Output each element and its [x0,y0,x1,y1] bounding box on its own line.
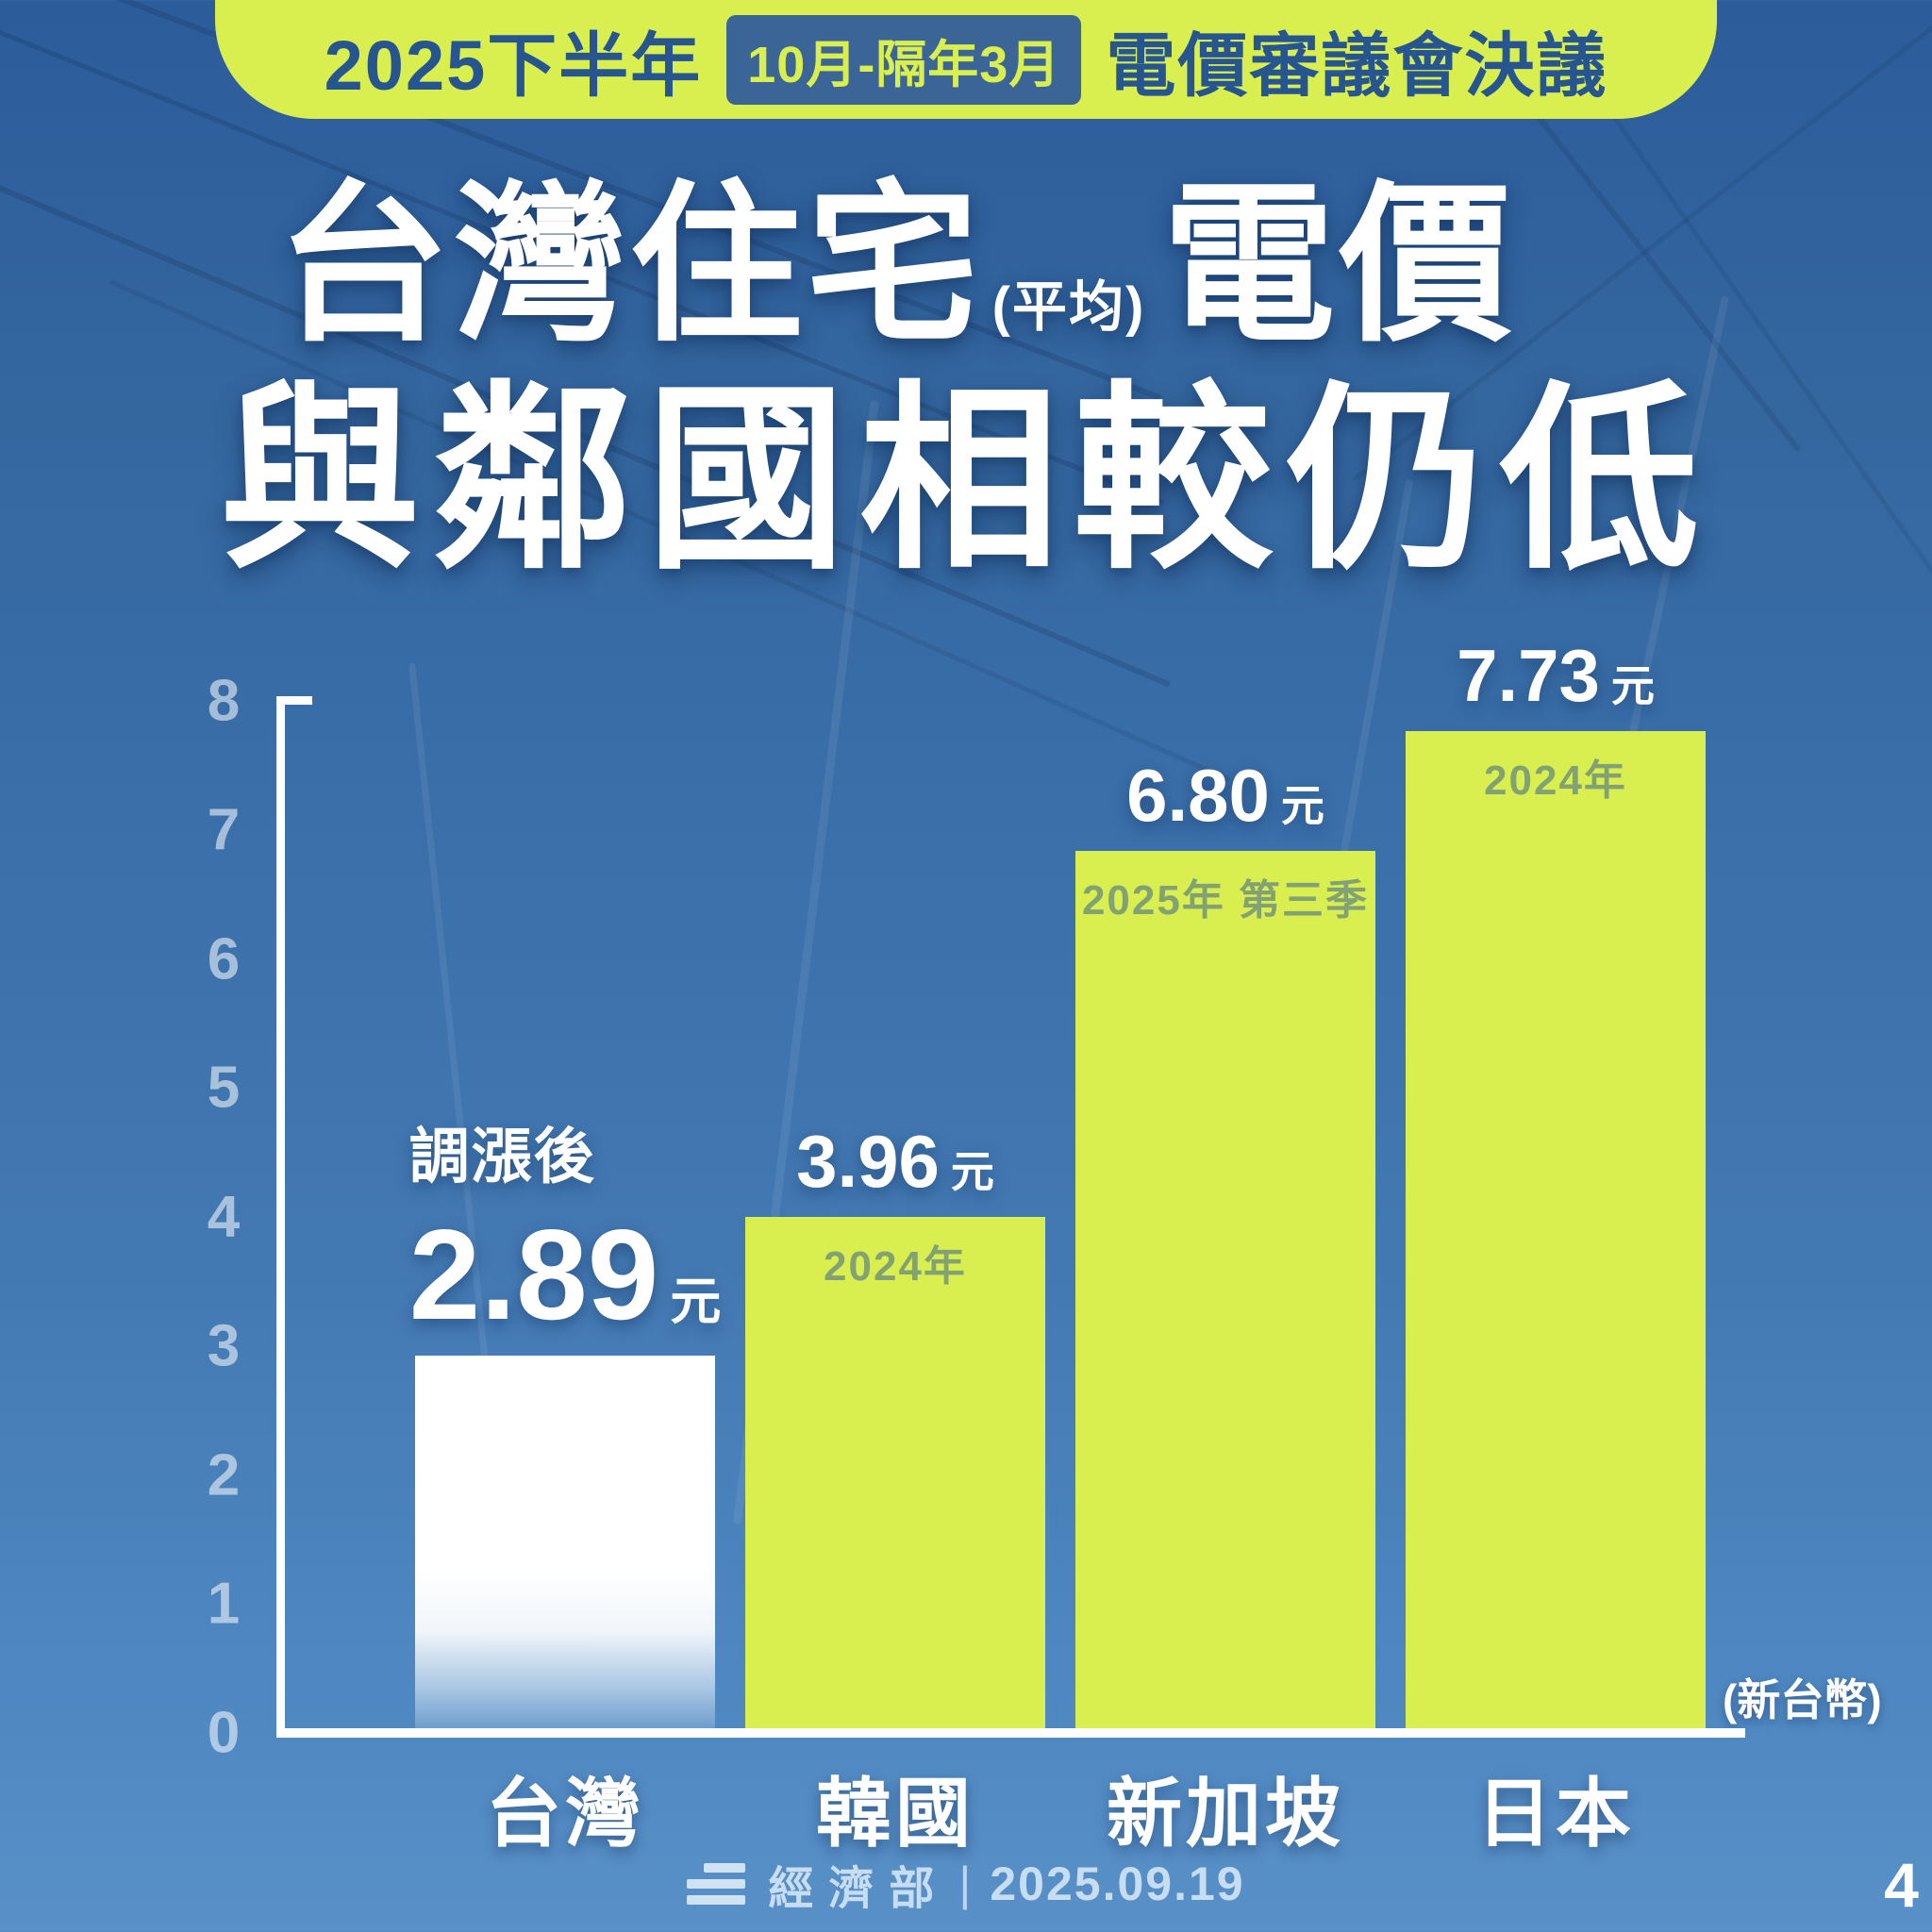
japan-unit: 元 [1610,661,1655,710]
japan-value-label: 7.73 元 [1457,639,1655,714]
x-label-japan: 日本 [1476,1772,1635,1856]
x-axis-line [276,1728,1745,1738]
banner-period-badge: 10月-隔年3月 [726,14,1082,105]
korea-value-label: 3.96 元 [796,1124,994,1200]
bar-taiwan [415,1356,715,1738]
x-label-singapore: 新加坡 [1107,1772,1344,1856]
title-average-note: (平均) [991,276,1146,339]
banner-text-right: 電價審議會決議 [1106,25,1608,105]
bar-japan: 2024年 [1406,731,1706,1738]
header-banner: 2025下半年 10月-隔年3月 電價審議會決議 [215,0,1717,119]
korea-period-label: 2024年 [824,1243,967,1290]
footer-separator: | [958,1857,972,1910]
taiwan-annotation: 調漲後 [408,1123,596,1191]
y-axis-tick-label: 2 [207,1442,241,1508]
singapore-value-label: 6.80 元 [1126,758,1324,834]
banner-text-left: 2025下半年 [324,25,703,105]
page-number: 4 [1884,1850,1919,1920]
y-axis-tick-label: 1 [207,1571,241,1637]
japan-period-label: 2024年 [1484,758,1627,804]
currency-note: (新台幣) [1723,1675,1882,1724]
footer-org: 經濟部 [768,1864,950,1914]
korea-value: 3.96 [796,1120,940,1203]
x-label-taiwan: 台灣 [486,1772,644,1856]
y-axis-top-tick [276,696,312,705]
footer: 經濟部 | 2025.09.19 [0,1851,1932,1917]
x-label-korea: 韓國 [816,1772,974,1856]
y-axis-tick-label: 6 [207,926,241,992]
bar-group-korea: 3.96 元 2024年 [745,1124,1045,1738]
page-title-line2: 與鄰國相較仍低 [220,368,1712,591]
title-main: 台灣住宅 [276,168,983,361]
taiwan-unit: 元 [670,1274,722,1330]
y-axis-tick-label: 7 [207,797,241,863]
taiwan-value: 2.89 [408,1203,659,1346]
footer-date: 2025.09.19 [990,1857,1245,1910]
y-axis-tick-label: 4 [207,1184,241,1250]
singapore-value: 6.80 [1126,754,1270,837]
bar-singapore: 2025年 第三季 [1075,851,1375,1738]
korea-unit: 元 [950,1147,994,1196]
taiwan-value-label: 2.89 元 [409,1210,722,1339]
y-axis-tick-label: 5 [207,1055,241,1121]
moea-logo-icon [687,1863,746,1905]
japan-value: 7.73 [1457,634,1600,717]
bar-korea: 2024年 [745,1217,1045,1738]
y-axis-tick-label: 3 [207,1313,241,1379]
title-tail: 電價 [1162,168,1516,361]
bar-group-singapore: 6.80 元 2025年 第三季 [1075,758,1375,1738]
bar-group-japan: 7.73 元 2024年 [1406,639,1706,1738]
bar-group-taiwan: 調漲後 2.89 元 [409,1108,721,1738]
singapore-unit: 元 [1280,781,1324,830]
singapore-period-label: 2025年 第三季 [1081,877,1370,924]
y-axis-tick-label: 0 [207,1700,241,1766]
y-axis-line [276,696,285,1738]
y-axis-tick-label: 8 [207,668,241,734]
page-title-line1: 台灣住宅 (平均) 電價 [277,175,1516,355]
